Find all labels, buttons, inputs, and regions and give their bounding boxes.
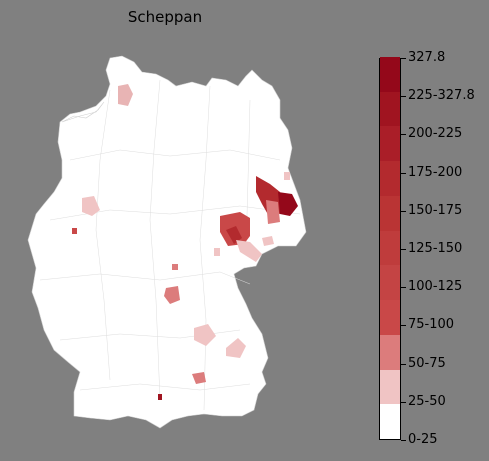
colorbar-segment <box>380 91 400 127</box>
colorbar-segment <box>380 56 400 92</box>
district-central <box>172 264 178 270</box>
colorbar-tick-label: 75-100 <box>408 317 455 333</box>
colorbar-segment <box>380 299 400 335</box>
district-east-dot <box>284 172 290 180</box>
colorbar-tick <box>401 172 406 174</box>
colorbar-tick <box>401 249 406 250</box>
district-bavaria-3 <box>192 372 206 384</box>
colorbar-tick <box>401 287 406 289</box>
colorbar-tick-label: 125-150 <box>408 241 463 256</box>
colorbar-tick <box>401 363 406 365</box>
colorbar-tick-label: 327.8 <box>408 50 446 65</box>
district-central-east-3 <box>236 240 262 262</box>
colorbar-tick <box>401 440 406 441</box>
district-borders <box>39 79 301 411</box>
colorbar-tick-label: 200-225 <box>408 126 463 142</box>
colorbar-tick <box>401 210 406 212</box>
district-east-small <box>266 200 280 224</box>
colorbar-segment <box>380 403 400 439</box>
colorbar <box>379 56 401 440</box>
colorbar-segment <box>380 195 400 231</box>
colorbar-segment <box>380 230 400 266</box>
colorbar-segment <box>380 369 400 405</box>
district-central-east-5 <box>214 248 220 256</box>
colorbar-segment <box>380 264 400 301</box>
colorbar-tick-label: 25-50 <box>408 393 446 409</box>
colorbar-tick-label: 100-125 <box>408 279 463 295</box>
district-north <box>118 84 133 106</box>
district-central-east-2 <box>226 226 242 244</box>
district-west-2 <box>72 228 77 234</box>
shaded-districts <box>72 84 298 400</box>
colorbar-segment <box>380 160 400 196</box>
colorbar-tick <box>401 134 406 136</box>
colorbar-tick-label: 175-200 <box>408 164 463 180</box>
colorbar-segment <box>380 334 400 370</box>
district-west-1 <box>82 196 100 216</box>
colorbar-tick-label: 0-25 <box>408 432 438 447</box>
district-bavaria-1 <box>194 324 216 346</box>
district-bavaria-2 <box>226 338 246 358</box>
colorbar-tick <box>401 325 406 327</box>
district-central-east-4 <box>262 236 274 246</box>
district-east-max <box>278 192 298 216</box>
colorbar-tick <box>401 401 406 403</box>
colorbar-tick <box>401 96 406 98</box>
colorbar-tick-label: 150-175 <box>408 202 463 218</box>
colorbar-tick-label: 50-75 <box>408 355 446 371</box>
district-south <box>158 394 162 400</box>
district-hessen <box>164 286 180 304</box>
germany-outline <box>27 55 307 429</box>
map-title: Scheppan <box>127 8 203 26</box>
colorbar-tick <box>401 58 406 59</box>
north-sea-coast <box>61 101 105 123</box>
colorbar-segment <box>380 125 400 162</box>
colorbar-tick-label: 225-327.8 <box>408 88 475 104</box>
